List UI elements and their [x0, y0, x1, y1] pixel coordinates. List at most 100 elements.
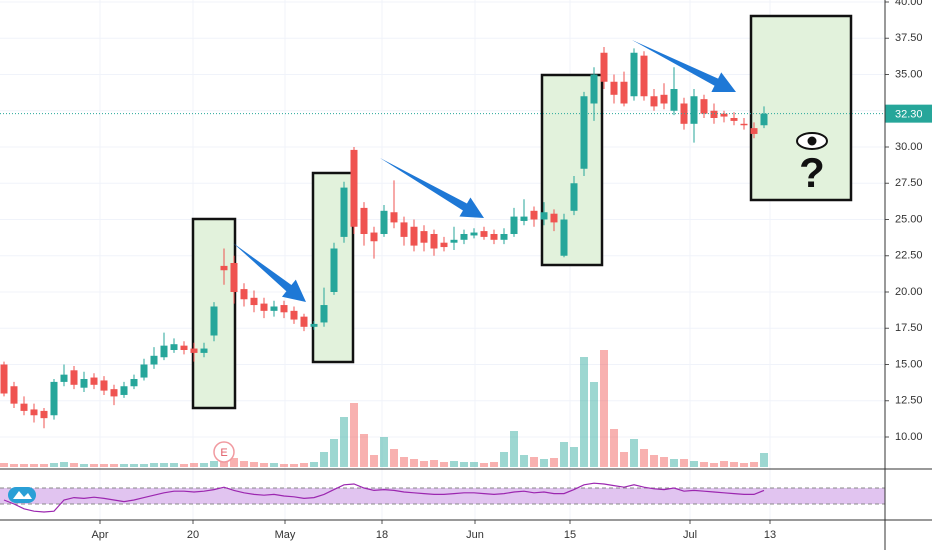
x-tick-label: May — [275, 529, 296, 541]
eye-pupil — [807, 136, 817, 146]
highlight-box — [749, 14, 853, 202]
volume-bar — [480, 463, 488, 467]
candle-body — [750, 128, 758, 134]
earnings-marker — [213, 441, 235, 463]
candle-body — [530, 210, 538, 220]
candle-body — [720, 113, 728, 117]
volume-bar — [570, 447, 578, 467]
volume-bar — [350, 403, 358, 467]
volume-bar — [750, 462, 758, 467]
candle-body — [80, 379, 88, 388]
volume-bar — [360, 434, 368, 467]
y-tick-label: 17.50 — [895, 322, 923, 334]
y-tick-label: 15.00 — [895, 358, 923, 370]
y-tick-label: 30.00 — [895, 141, 923, 153]
candle-body — [650, 96, 658, 107]
arrow — [380, 158, 484, 218]
volume-bar — [460, 462, 468, 467]
volume-bar — [470, 462, 478, 467]
candle-body — [390, 212, 398, 223]
candle-body — [480, 231, 488, 237]
candle-body — [610, 81, 618, 95]
volume-bar — [590, 382, 598, 467]
x-tick-label: 15 — [564, 529, 576, 541]
candle-body — [560, 219, 568, 256]
volume-bar — [370, 455, 378, 467]
volume-bar — [20, 464, 28, 467]
x-tick-label: 18 — [376, 529, 388, 541]
volume-bar — [330, 439, 338, 467]
last-price-tag — [885, 104, 932, 123]
y-tick-label: 35.00 — [895, 68, 923, 80]
y-tick-label: 10.00 — [895, 431, 923, 443]
volume-bar — [690, 461, 698, 467]
volume-bar — [430, 460, 438, 467]
candle-body — [550, 213, 558, 223]
volume-bar — [230, 458, 238, 467]
candle-body — [670, 89, 678, 111]
rsi-line — [3, 482, 765, 513]
candle-body — [50, 381, 58, 416]
volume-bar — [650, 455, 658, 467]
candle-body — [170, 344, 178, 350]
volume-bar — [450, 461, 458, 467]
volume-bar — [680, 459, 688, 467]
volume-bar — [520, 455, 528, 467]
volume-bar — [140, 464, 148, 467]
candle-body — [470, 232, 478, 236]
candle-body — [150, 355, 158, 365]
volume-bar — [100, 464, 108, 467]
candle-body — [10, 386, 18, 404]
volume-bar — [240, 461, 248, 467]
volume-bar — [30, 464, 38, 467]
volume-bar — [730, 462, 738, 467]
x-tick-label: 20 — [187, 529, 199, 541]
candle-body — [60, 374, 68, 382]
y-tick-label: 12.50 — [895, 395, 923, 407]
candle-body — [70, 370, 78, 385]
candle-body — [570, 183, 578, 211]
candle-body — [400, 222, 408, 237]
volume-bar — [490, 462, 498, 467]
candle-body — [380, 210, 388, 234]
volume-bar — [320, 452, 328, 467]
candle-body — [460, 234, 468, 240]
y-tick-label: 20.00 — [895, 286, 923, 298]
volume-bar — [90, 464, 98, 467]
volume-bar — [560, 442, 568, 467]
candle-body — [420, 231, 428, 243]
candle-body — [730, 118, 738, 121]
volume-bar — [550, 458, 558, 467]
candle-body — [760, 113, 768, 126]
volume-bar — [190, 463, 198, 467]
volume-bar — [150, 463, 158, 467]
candle-body — [430, 234, 438, 249]
rsi-band — [0, 488, 885, 504]
volume-bar — [400, 457, 408, 467]
candle-body — [330, 248, 338, 292]
candle-body — [710, 110, 718, 118]
volume-bar — [660, 457, 668, 467]
candle-body — [110, 389, 118, 397]
volume-bar — [50, 463, 58, 467]
volume-bar — [80, 464, 88, 467]
candle-body — [180, 345, 188, 350]
x-tick-label: Apr — [91, 529, 108, 541]
volume-bar — [340, 417, 348, 467]
candle-body — [440, 242, 448, 248]
y-tick-label: 27.50 — [895, 177, 923, 189]
y-tick-label: 25.00 — [895, 213, 923, 225]
candle-body — [140, 364, 148, 378]
candle-body — [520, 216, 528, 221]
volume-bar — [300, 463, 308, 467]
candle-body — [0, 364, 8, 394]
volume-bar — [710, 463, 718, 467]
volume-bar — [170, 463, 178, 467]
volume-bar — [290, 464, 298, 467]
last-price-label: 32.30 — [895, 109, 923, 121]
candle-body — [340, 187, 348, 237]
y-tick-label: 40.00 — [895, 0, 923, 8]
volume-bar — [0, 463, 8, 467]
volume-bar — [740, 463, 748, 467]
